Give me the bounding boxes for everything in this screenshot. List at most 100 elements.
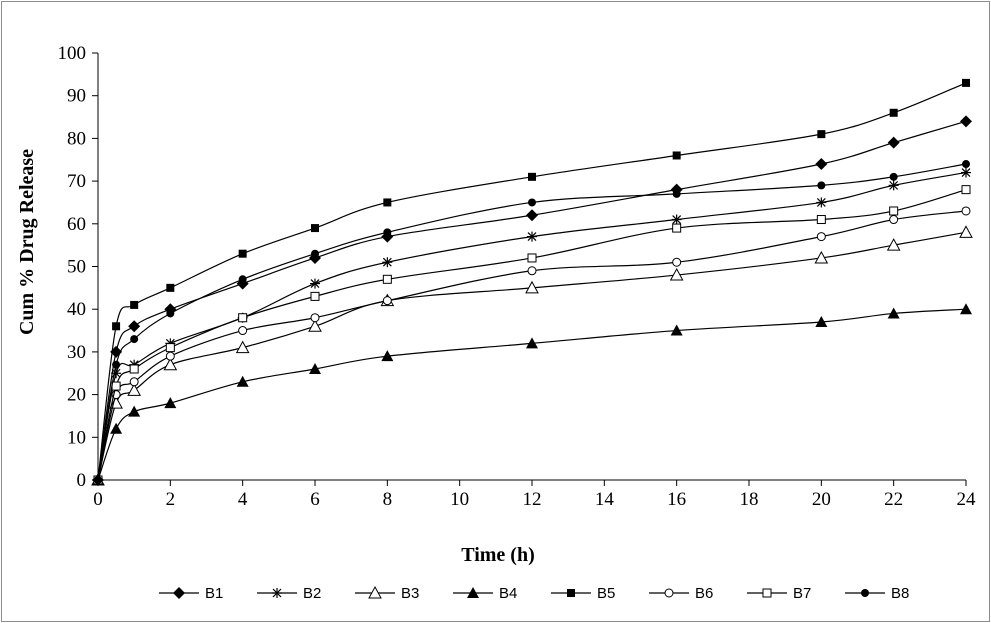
data-point: [238, 313, 248, 323]
star-stroke: [961, 168, 971, 177]
legend-label: B8: [891, 585, 909, 602]
data-point: [672, 151, 681, 160]
x-tick-label: 24: [957, 489, 977, 510]
legend-marker: [368, 585, 382, 599]
data-point: [310, 291, 320, 301]
data-point: [671, 214, 682, 225]
data-point: [236, 375, 249, 387]
data-point: [962, 78, 970, 87]
data-point: [817, 130, 826, 139]
y-tick-label: 80: [67, 128, 86, 149]
data-point: [382, 274, 392, 284]
star-stroke: [889, 180, 899, 190]
data-point: [309, 362, 321, 374]
data-point: [525, 280, 539, 294]
y-tick-label: 60: [67, 214, 86, 235]
series-b6: [93, 206, 971, 485]
series-b8: [94, 160, 970, 484]
data-point: [94, 476, 102, 484]
x-tick-label: 0: [93, 489, 103, 510]
data-point: [526, 209, 538, 222]
data-point: [311, 224, 319, 233]
y-axis-title: Cum % Drug Release: [16, 149, 38, 335]
data-point: [238, 326, 248, 336]
data-point: [888, 180, 899, 191]
data-point: [310, 278, 320, 289]
data-point: [669, 267, 684, 281]
x-tick-label: 16: [667, 489, 686, 510]
series-b3: [91, 225, 973, 486]
legend-item-b4: B4: [453, 585, 517, 602]
series-b4: [92, 303, 972, 485]
data-point: [166, 283, 175, 292]
star-stroke: [672, 215, 682, 224]
data-point: [816, 232, 826, 242]
data-point: [816, 215, 826, 225]
data-point: [235, 340, 250, 354]
legend-item-b1: B1: [159, 585, 223, 602]
x-tick-label: 8: [383, 489, 393, 510]
data-point: [383, 198, 392, 207]
data-point: [527, 231, 537, 242]
y-tick-label: 50: [67, 257, 86, 278]
data-point: [238, 249, 247, 258]
data-point: [238, 275, 247, 284]
data-point: [527, 253, 537, 263]
data-point: [128, 405, 141, 417]
legend-label: B3: [401, 585, 419, 602]
x-tick-label: 2: [166, 489, 176, 510]
legend-marker: [762, 588, 772, 598]
data-point: [959, 225, 973, 238]
legend-marker: [567, 589, 575, 597]
data-point: [672, 257, 682, 267]
x-tick-label: 12: [523, 489, 542, 510]
data-point: [527, 266, 537, 276]
data-point: [526, 337, 538, 349]
y-tick-label: 100: [58, 43, 87, 64]
legend-marker: [173, 587, 185, 599]
data-point: [130, 335, 139, 344]
x-tick-label: 6: [310, 489, 320, 510]
data-point: [960, 115, 972, 128]
y-tick-label: 20: [67, 385, 86, 406]
data-point: [672, 223, 682, 233]
y-tick-label: 90: [67, 86, 86, 107]
data-point: [165, 343, 175, 353]
legend-marker: [861, 589, 869, 597]
data-point: [960, 303, 972, 315]
data-point: [814, 250, 829, 264]
data-point: [889, 206, 899, 216]
y-tick-label: 70: [67, 171, 86, 192]
y-tick-label: 0: [77, 470, 87, 491]
data-point: [889, 108, 898, 117]
legend-item-b3: B3: [355, 585, 419, 602]
legend-marker: [272, 588, 282, 598]
legend-label: B2: [303, 585, 321, 602]
legend-item-b8: B8: [845, 585, 909, 602]
y-tick-label: 10: [67, 427, 86, 448]
data-point: [962, 160, 970, 169]
legend-item-b5: B5: [551, 585, 615, 602]
series-b1: [92, 115, 972, 486]
legend-label: B6: [695, 585, 713, 602]
data-point: [127, 383, 142, 396]
data-point: [382, 296, 392, 306]
data-point: [889, 215, 899, 225]
series-layer: [91, 78, 973, 486]
star-stroke: [816, 198, 826, 207]
data-point: [961, 206, 971, 216]
data-point: [311, 249, 319, 258]
legend-marker: [467, 587, 479, 598]
star-stroke: [527, 232, 537, 242]
data-point: [961, 185, 971, 195]
data-point: [382, 257, 393, 268]
legend-item-b2: B2: [257, 585, 321, 602]
data-point: [383, 228, 392, 237]
data-point: [528, 172, 536, 181]
legend-label: B5: [597, 585, 615, 602]
legend-label: B7: [793, 585, 811, 602]
data-point: [381, 350, 394, 362]
data-point: [165, 351, 175, 361]
